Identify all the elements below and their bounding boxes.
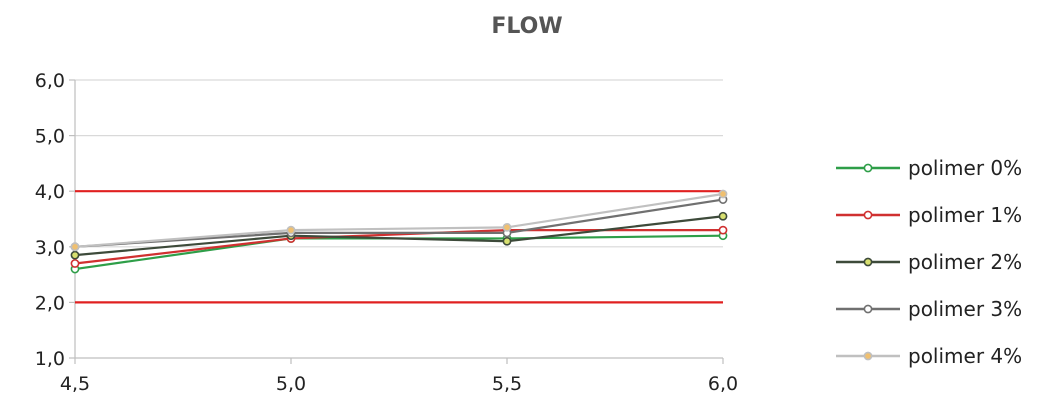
y-tick-label-3: 4,0 [35, 181, 65, 203]
data-point-2-2 [502, 236, 512, 246]
y-tick-label-1: 2,0 [35, 292, 65, 314]
data-point-1-3 [718, 225, 728, 235]
legend-swatch-marker-1 [863, 210, 873, 220]
data-point-1-0 [70, 259, 80, 268]
data-point-2-3 [718, 211, 728, 221]
y-tick-label-5: 6,0 [35, 70, 65, 92]
series-line-2 [74, 215, 724, 257]
legend-label-2: polimer 2% [908, 250, 1022, 274]
x-tick-labels: 4,5 5,0 5,5 6,0 [60, 373, 738, 395]
legend-swatch-marker-3 [863, 304, 873, 314]
series-line-4 [74, 192, 724, 248]
legend-item-2: polimer 2% [836, 250, 1022, 274]
reference-lines [75, 190, 723, 304]
series-3 [70, 195, 728, 252]
data-point-4-0 [70, 242, 80, 252]
legend-item-1: polimer 1% [836, 203, 1022, 227]
legend-item-4: polimer 4% [836, 344, 1022, 368]
series-line-1 [74, 229, 723, 265]
axes [69, 79, 724, 364]
data-point-4-2 [502, 222, 512, 232]
legend-label-4: polimer 4% [908, 344, 1022, 368]
x-tick-label-0: 4,5 [60, 373, 90, 395]
x-tick-label-1: 5,0 [276, 373, 306, 395]
x-tick-label-2: 5,5 [492, 373, 522, 395]
legend-swatch-marker-0 [863, 163, 873, 173]
series-line-3 [74, 198, 724, 248]
y-tick-label-0: 1,0 [35, 348, 65, 370]
y-tick-label-4: 5,0 [35, 126, 65, 148]
legend-swatch-marker-4 [863, 351, 873, 361]
legend: polimer 0% polimer 1% polimer 2% polimer 3%… [836, 156, 1022, 368]
series-4 [70, 189, 728, 252]
legend-label-3: polimer 3% [908, 297, 1022, 321]
series-lines [70, 189, 728, 274]
data-point-4-1 [286, 225, 296, 235]
y-tick-label-2: 3,0 [35, 237, 65, 259]
x-tick-label-3: 6,0 [708, 373, 738, 395]
data-point-4-3 [718, 189, 728, 199]
legend-swatch-marker-2 [863, 257, 873, 267]
data-point-2-0 [70, 250, 80, 260]
legend-item-0: polimer 0% [836, 156, 1022, 180]
legend-label-0: polimer 0% [908, 156, 1022, 180]
legend-item-3: polimer 3% [836, 297, 1022, 321]
chart-title: FLOW [491, 14, 562, 39]
legend-label-1: polimer 1% [908, 203, 1022, 227]
y-tick-labels: 1,0 2,0 3,0 4,0 5,0 6,0 [35, 70, 65, 370]
